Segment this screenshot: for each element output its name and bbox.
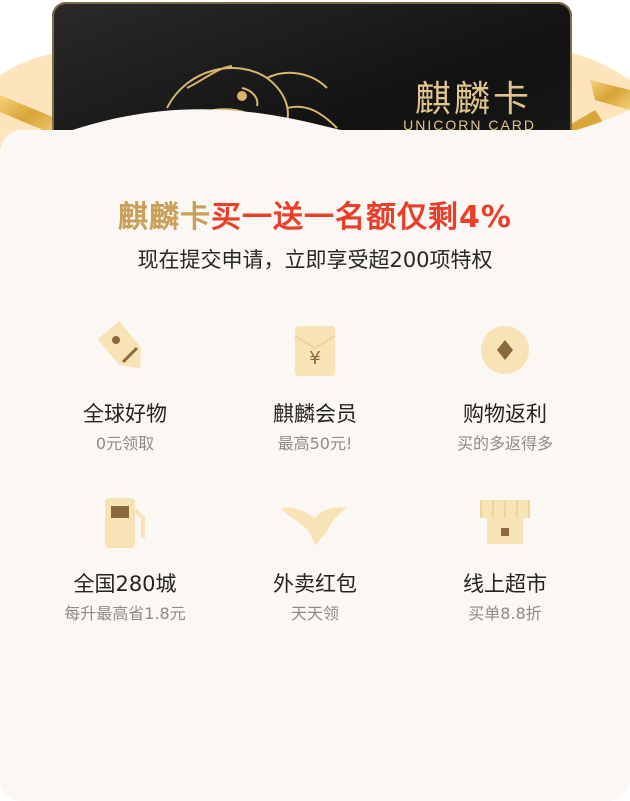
benefit-desc: 0元领取 [95,434,155,453]
headline-offer: 买一送一名额仅剩 [211,200,460,235]
kangaroo-icon [281,507,347,546]
benefit-title: 线上超市 [463,572,547,596]
content-panel [0,109,630,801]
benefit-title: 购物返利 [463,402,547,426]
benefit-desc: 每升最高省1.8元 [64,604,186,623]
benefit-desc: 最高50元! [277,434,353,453]
headline-card-name: 麒麟卡 [118,200,212,235]
fuel-pump-icon [105,498,145,548]
benefit-desc: 买的多返得多 [456,434,553,453]
svg-text:¥: ¥ [309,348,320,369]
headline-percent: 4% [459,200,512,235]
benefit-title: 外卖红包 [273,572,357,596]
price-tag-icon [97,321,141,369]
store-icon [480,500,530,544]
yen-envelope-icon: ¥ [294,326,336,376]
subheadline: 现在提交申请，立即享受超200项特权 [137,248,493,272]
benefit-title: 全球好物 [83,402,167,426]
wave-edge [0,109,630,160]
card-title: 麒麟卡 [414,79,532,120]
benefit-desc: 买单8.8折 [468,604,542,623]
card-subtitle: UNICORN CARD [403,117,536,133]
benefit-title: 全国280城 [73,572,177,596]
benefit-desc: 天天领 [290,604,339,623]
coin-icon [481,326,529,374]
headline: 麒麟卡买一送一名额仅剩4% [0,192,630,236]
benefit-title: 麒麟会员 [273,402,357,426]
